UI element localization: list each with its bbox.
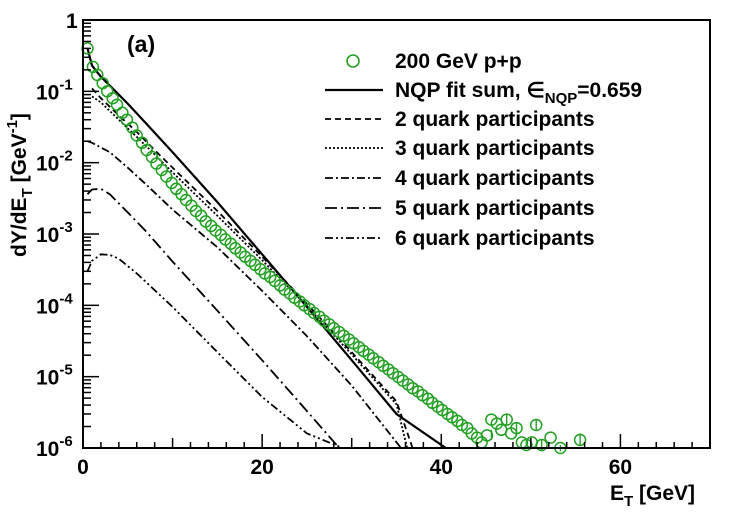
- legend-label-6-quark: 6 quark participants: [395, 227, 595, 250]
- x-axis-title: ET [GeV]: [610, 482, 695, 510]
- data-point: [234, 246, 247, 259]
- data-point: [224, 237, 238, 250]
- axis-ticks: [82, 19, 711, 449]
- data-point: [254, 263, 267, 276]
- curve-3: [87, 140, 402, 448]
- y-tick-label: 1: [66, 10, 78, 33]
- curve-2: [91, 95, 409, 448]
- data-point: [313, 310, 326, 324]
- y-tick-label: 10-5: [36, 362, 73, 390]
- curve-5: [86, 253, 352, 448]
- data-point: [273, 279, 287, 292]
- x-tick-label: 60: [609, 456, 632, 479]
- curve-0: [86, 48, 447, 448]
- y-tick-label: 10-1: [36, 76, 73, 104]
- data-point: [106, 91, 119, 105]
- x-tick-label: 0: [77, 456, 89, 479]
- data-point: [544, 431, 557, 444]
- data-point: [535, 438, 548, 452]
- data-point: [529, 418, 543, 432]
- data-point: [573, 433, 587, 447]
- y-tick-label: 10-4: [36, 290, 73, 318]
- legend-label-4-quark: 4 quark participants: [395, 167, 595, 190]
- model-curves: [86, 48, 447, 448]
- panel-label: (a): [127, 31, 155, 57]
- curve-4: [86, 187, 392, 448]
- legend-label-2-quark: 2 quark participants: [395, 108, 595, 131]
- data-point: [145, 150, 159, 164]
- legend-label-nqp-fit-sum: NQP fit sum, ∈NQP=0.659: [395, 79, 642, 107]
- data-point: [293, 295, 307, 308]
- data-point: [480, 429, 494, 442]
- y-tick-label: 10-3: [36, 219, 73, 247]
- data-point: [204, 219, 218, 233]
- data-point: [421, 392, 435, 406]
- legend-label-5-quark: 5 quark participants: [395, 197, 595, 220]
- curve-1: [91, 87, 414, 448]
- y-tick-label: 10-2: [36, 148, 73, 176]
- data-points: [81, 42, 587, 455]
- legend: 200 GeV p+p NQP fit sum, ∈NQP=0.659 2 qu…: [325, 50, 642, 250]
- legend-label-3-quark: 3 quark participants: [395, 137, 595, 160]
- x-tick-label: 40: [430, 456, 453, 479]
- data-point: [214, 228, 228, 242]
- x-tick-label: 20: [250, 456, 273, 479]
- data-point: [510, 421, 523, 435]
- legend-marker-data: [346, 54, 360, 68]
- data-point: [263, 270, 277, 284]
- y-axis-title: dY/dET [GeV-1]: [4, 113, 36, 257]
- data-point: [500, 413, 513, 426]
- tick-labels: 0 20 40 60 1 10-1 10-2 10-3 10-4 10-5 10-6: [36, 10, 632, 479]
- data-point: [116, 106, 129, 120]
- legend-label-data: 200 GeV p+p: [395, 50, 522, 73]
- data-point: [283, 287, 297, 300]
- data-point: [451, 414, 464, 428]
- data-point: [155, 163, 169, 177]
- y-tick-label: 10-6: [36, 433, 73, 461]
